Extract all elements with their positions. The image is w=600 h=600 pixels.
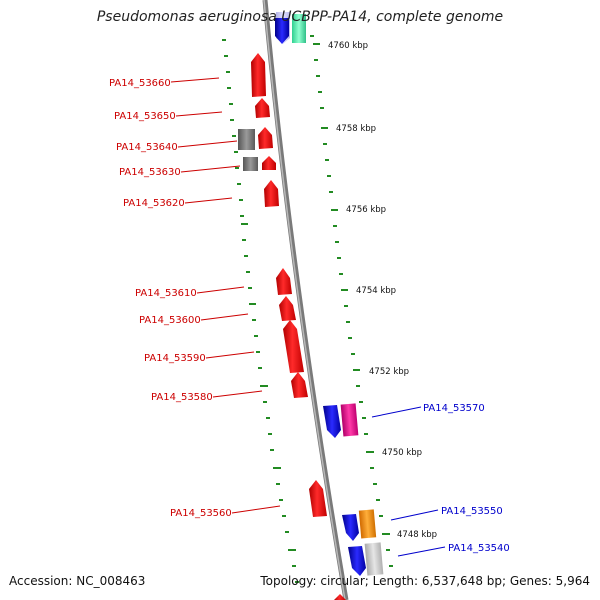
gene-arrow bbox=[262, 156, 276, 170]
scale-labels: 4760 kbp 4758 kbp 4756 kbp 4754 kbp 4752… bbox=[328, 41, 437, 540]
gene-arrow bbox=[251, 53, 266, 97]
gene-label: PA14_53560 bbox=[170, 508, 232, 519]
gene-arrow bbox=[279, 296, 296, 321]
gene-block bbox=[292, 14, 306, 43]
gene-label: PA14_53620 bbox=[123, 198, 185, 209]
scale-label: 4756 kbp bbox=[346, 205, 386, 215]
gene-label: PA14_53640 bbox=[116, 142, 178, 153]
scale-label: 4752 kbp bbox=[369, 367, 409, 377]
gene-label: PA14_53660 bbox=[109, 78, 171, 89]
gene-arrow bbox=[276, 268, 292, 295]
gene-arrow bbox=[323, 405, 341, 438]
gene-arrow bbox=[309, 480, 327, 517]
gene-arrow bbox=[258, 127, 273, 149]
gene-arrow bbox=[348, 546, 366, 576]
gene-block bbox=[238, 129, 255, 150]
gene-arrow bbox=[291, 372, 308, 398]
gene-label: PA14_53540 bbox=[448, 543, 510, 554]
gene-label: PA14_53590 bbox=[144, 353, 206, 364]
gene-arrow bbox=[342, 514, 359, 541]
gene-label: PA14_53550 bbox=[441, 506, 503, 517]
accession-text: Accession: NC_008463 bbox=[9, 574, 146, 588]
gene-arrow bbox=[255, 98, 270, 118]
gene-block bbox=[340, 403, 359, 437]
scale-label: 4754 kbp bbox=[356, 286, 396, 296]
right-gene-labels: PA14_53570 PA14_53550 PA14_53540 bbox=[371, 403, 510, 557]
gene-block bbox=[364, 542, 384, 576]
gene-label: PA14_53600 bbox=[139, 315, 201, 326]
right-strand-genes bbox=[323, 403, 384, 576]
gene-label: PA14_53630 bbox=[119, 167, 181, 178]
right-tick-track bbox=[310, 35, 393, 567]
gene-block bbox=[243, 157, 258, 171]
scale-label: 4750 kbp bbox=[382, 448, 422, 458]
gene-arrow bbox=[264, 180, 279, 207]
gene-arrow bbox=[275, 18, 289, 44]
gene-block bbox=[358, 509, 377, 539]
scale-label: 4748 kbp bbox=[397, 530, 437, 540]
genome-title: Pseudomonas aeruginosa UCBPP-PA14, compl… bbox=[96, 9, 504, 25]
gene-label: PA14_53570 bbox=[423, 403, 485, 414]
left-tick-track bbox=[222, 39, 299, 583]
gene-arrow bbox=[283, 320, 304, 373]
gene-arrow bbox=[334, 594, 346, 600]
top-features bbox=[275, 12, 306, 44]
left-strand-genes bbox=[238, 53, 346, 600]
gene-label: PA14_53610 bbox=[135, 288, 197, 299]
genome-backbone-highlight bbox=[263, 0, 346, 600]
scale-label: 4760 kbp bbox=[328, 41, 368, 51]
left-gene-labels: PA14_53660 PA14_53650 PA14_53640 PA14_53… bbox=[109, 77, 281, 519]
gene-label: PA14_53650 bbox=[114, 111, 176, 122]
scale-label: 4758 kbp bbox=[336, 124, 376, 134]
genome-backbone bbox=[262, 0, 349, 600]
genome-stats: Topology: circular; Length: 6,537,648 bp… bbox=[260, 574, 590, 588]
gene-label: PA14_53580 bbox=[151, 392, 213, 403]
